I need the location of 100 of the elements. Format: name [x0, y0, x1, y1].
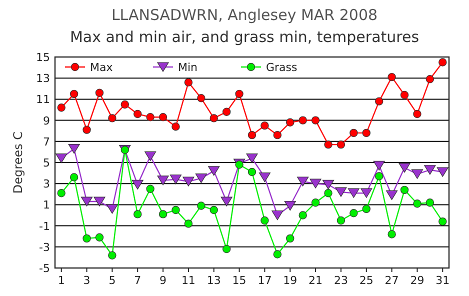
point [157, 176, 169, 186]
point [388, 72, 396, 82]
chart-subtitle: Max and min air, and grass min, temperatures [70, 28, 420, 46]
point [94, 196, 106, 206]
point [298, 116, 307, 124]
point [335, 187, 347, 197]
point [222, 244, 231, 254]
point [158, 210, 168, 218]
y-tick-label: 5 [43, 156, 50, 170]
point [57, 188, 66, 198]
point [235, 90, 244, 98]
point [438, 217, 447, 226]
point [80, 196, 93, 206]
point [426, 198, 434, 207]
point [362, 204, 370, 214]
point [68, 144, 80, 154]
point [108, 114, 116, 122]
point [172, 206, 180, 214]
point [310, 178, 322, 188]
x-tick-label: 1 [58, 274, 65, 287]
point [362, 128, 370, 138]
x-tick-label: 25 [359, 274, 374, 287]
point [208, 166, 220, 176]
point [273, 130, 282, 140]
point [388, 230, 396, 238]
x-tick-label: 3 [83, 274, 90, 287]
y-tick-label: 13 [36, 72, 50, 86]
point [374, 172, 384, 180]
point [322, 180, 334, 190]
point [336, 216, 346, 225]
point [348, 188, 360, 198]
point [286, 234, 294, 243]
point [350, 128, 358, 138]
x-tick-label: 13 [206, 274, 221, 287]
point [146, 113, 154, 122]
point [398, 162, 410, 173]
point [336, 140, 346, 149]
point [272, 210, 284, 220]
point [82, 234, 91, 243]
x-tick-label: 31 [436, 274, 450, 287]
x-tick-label: 29 [410, 274, 424, 287]
point [146, 184, 154, 193]
legend-label: Grass [266, 61, 298, 74]
point [172, 122, 180, 131]
point [197, 94, 206, 102]
point [70, 173, 78, 182]
point [324, 140, 332, 149]
point [220, 196, 232, 206]
point [195, 174, 207, 184]
point [426, 75, 434, 84]
point [197, 202, 206, 210]
y-tick-label: -3 [39, 240, 50, 254]
point [248, 130, 256, 140]
point [350, 209, 358, 218]
point [82, 126, 91, 134]
point [260, 121, 269, 130]
point [258, 172, 271, 182]
y-tick-label: 1 [43, 198, 50, 212]
point [70, 90, 78, 98]
y-tick-label: 3 [43, 178, 50, 191]
point [132, 180, 144, 190]
point [184, 220, 193, 228]
point [438, 58, 447, 66]
point [413, 200, 422, 208]
x-tick-label: 11 [181, 274, 196, 287]
point [374, 97, 384, 106]
x-tick-label: 5 [108, 274, 116, 287]
point [170, 174, 182, 184]
point [298, 211, 307, 220]
point [424, 165, 436, 175]
y-tick-label: 11 [36, 93, 50, 106]
point [284, 200, 296, 211]
point [182, 176, 194, 186]
point [56, 153, 68, 164]
x-tick-label: 17 [258, 274, 272, 287]
point [386, 190, 398, 200]
y-tick-label: -5 [39, 262, 50, 275]
point [311, 198, 320, 207]
point [360, 188, 372, 198]
chart-title: LLANSADWRN, Anglesey MAR 2008 [111, 6, 378, 24]
point [373, 160, 385, 170]
point [184, 78, 193, 86]
point [297, 176, 309, 186]
point [210, 206, 218, 214]
point [95, 88, 104, 97]
point [273, 250, 282, 258]
point [210, 114, 218, 122]
point [108, 251, 116, 260]
point [158, 113, 168, 122]
x-tick-label: 19 [283, 274, 298, 287]
point [248, 168, 256, 176]
point [411, 169, 424, 179]
y-tick-label: 9 [43, 114, 50, 128]
legend-label: Min [178, 61, 198, 74]
legend-label: Max [90, 61, 114, 74]
point [120, 100, 130, 109]
x-tick-label: 15 [232, 274, 246, 287]
point [134, 210, 142, 218]
x-tick-label: 23 [334, 274, 348, 287]
y-axis-title: Degrees C [11, 131, 25, 194]
